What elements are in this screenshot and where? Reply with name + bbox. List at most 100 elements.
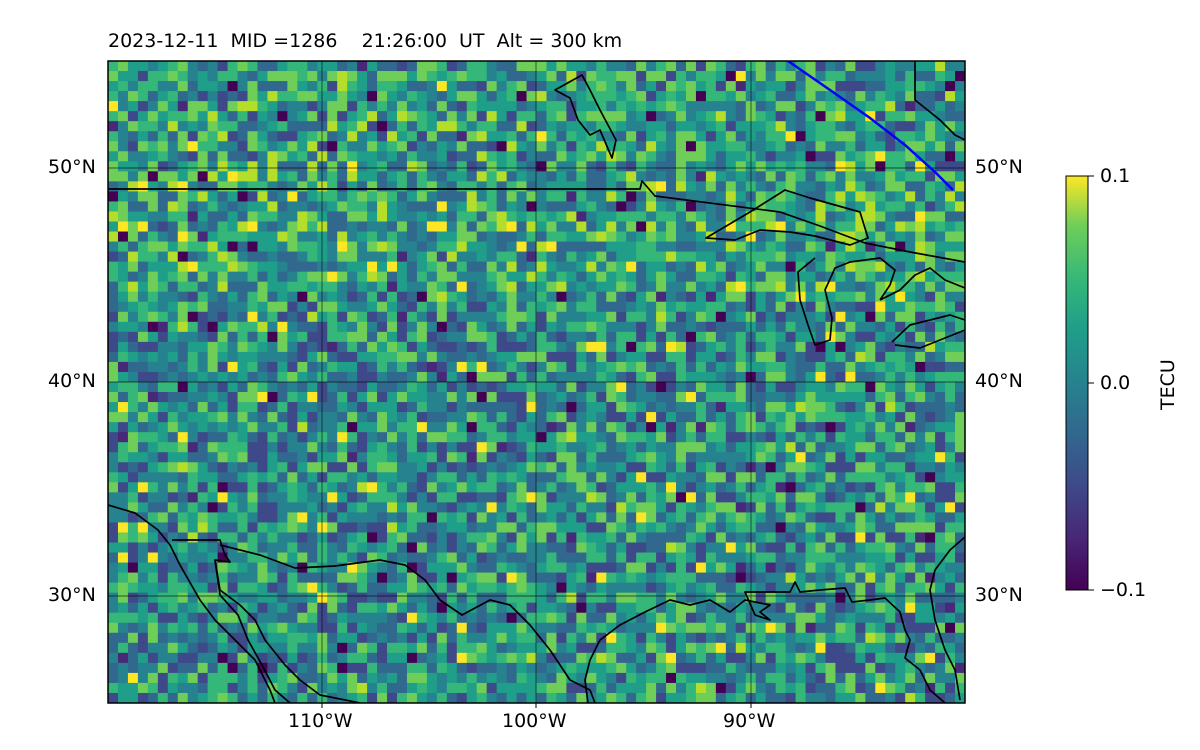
heatmap-cell <box>536 91 548 102</box>
heatmap-cell <box>955 221 965 233</box>
heatmap-cell <box>207 311 219 323</box>
heatmap-cell <box>506 341 518 353</box>
heatmap-cell <box>516 101 528 112</box>
heatmap-cell <box>685 91 697 102</box>
heatmap-cell <box>327 482 338 493</box>
heatmap-cell <box>496 582 508 594</box>
heatmap-cell <box>905 612 916 624</box>
heatmap-cell <box>117 291 129 303</box>
heatmap-cell <box>167 582 179 594</box>
heatmap-cell <box>666 552 677 564</box>
heatmap-cell <box>456 241 468 253</box>
heatmap-cell <box>108 311 119 323</box>
heatmap-cell <box>377 532 388 544</box>
heatmap-cell <box>327 251 338 263</box>
heatmap-cell <box>147 351 159 363</box>
heatmap-cell <box>945 221 956 233</box>
heatmap-cell <box>337 221 348 233</box>
heatmap-cell <box>496 331 508 343</box>
heatmap-cell <box>237 351 249 363</box>
heatmap-cell <box>915 331 926 343</box>
heatmap-cell <box>845 452 856 463</box>
heatmap-cell <box>277 341 288 353</box>
heatmap-cell <box>586 61 597 72</box>
heatmap-cell <box>715 211 727 223</box>
heatmap-cell <box>108 632 119 644</box>
heatmap-cell <box>387 71 398 82</box>
heatmap-cell <box>546 141 558 152</box>
heatmap-cell <box>735 382 747 393</box>
heatmap-cell <box>566 482 577 493</box>
heatmap-cell <box>267 392 279 403</box>
heatmap-cell <box>526 612 538 624</box>
heatmap-cell <box>466 442 478 453</box>
heatmap-cell <box>476 281 488 293</box>
heatmap-cell <box>795 462 807 473</box>
heatmap-cell <box>735 572 747 584</box>
heatmap-cell <box>347 532 358 544</box>
heatmap-cell <box>476 221 488 233</box>
heatmap-cell <box>347 291 358 303</box>
heatmap-cell <box>436 602 448 614</box>
heatmap-cell <box>626 151 637 162</box>
heatmap-cell <box>187 191 199 203</box>
heatmap-cell <box>915 612 926 624</box>
heatmap-cell <box>566 141 577 152</box>
heatmap-cell <box>695 632 707 644</box>
heatmap-cell <box>377 321 388 333</box>
heatmap-cell <box>576 412 587 423</box>
heatmap-cell <box>785 321 797 333</box>
heatmap-cell <box>257 221 269 233</box>
heatmap-cell <box>476 241 488 253</box>
heatmap-cell <box>307 382 318 393</box>
heatmap-cell <box>506 361 518 373</box>
heatmap-cell <box>546 231 558 243</box>
heatmap-cell <box>885 271 896 283</box>
heatmap-cell <box>815 121 827 132</box>
heatmap-cell <box>367 71 378 82</box>
heatmap-cell <box>287 291 298 303</box>
heatmap-cell <box>217 392 229 403</box>
heatmap-cell <box>905 181 916 193</box>
heatmap-cell <box>875 482 886 493</box>
heatmap-cell <box>377 111 388 122</box>
heatmap-cell <box>715 311 727 323</box>
heatmap-cell <box>277 81 288 92</box>
heatmap-cell <box>387 522 398 534</box>
heatmap-cell <box>287 482 298 493</box>
heatmap-cell <box>845 532 856 544</box>
heatmap-cell <box>466 572 478 584</box>
heatmap-cell <box>267 432 279 443</box>
heatmap-cell <box>895 181 906 193</box>
heatmap-cell <box>725 602 737 614</box>
heatmap-cell <box>117 472 129 483</box>
heatmap-cell <box>416 492 428 503</box>
heatmap-cell <box>197 432 209 443</box>
heatmap-cell <box>566 562 577 574</box>
heatmap-cell <box>516 582 528 594</box>
heatmap-cell <box>815 361 827 373</box>
heatmap-cell <box>456 452 468 463</box>
heatmap-cell <box>646 251 657 263</box>
heatmap-cell <box>526 382 538 393</box>
heatmap-cell <box>456 361 468 373</box>
heatmap-cell <box>117 522 129 534</box>
heatmap-cell <box>247 462 259 473</box>
heatmap-cell <box>885 81 896 92</box>
heatmap-cell <box>725 392 737 403</box>
heatmap-cell <box>167 111 179 122</box>
heatmap-cell <box>167 592 179 604</box>
heatmap-cell <box>905 291 916 303</box>
heatmap-cell <box>367 211 378 223</box>
heatmap-cell <box>347 101 358 112</box>
heatmap-cell <box>227 562 239 574</box>
heatmap-cell <box>676 592 687 604</box>
heatmap-cell <box>556 632 567 644</box>
heatmap-cell <box>367 422 378 433</box>
heatmap-cell <box>875 101 886 112</box>
heatmap-cell <box>476 402 488 413</box>
heatmap-cell <box>317 101 328 112</box>
heatmap-cell <box>855 532 866 544</box>
heatmap-cell <box>277 201 288 213</box>
heatmap-cell <box>935 261 946 273</box>
